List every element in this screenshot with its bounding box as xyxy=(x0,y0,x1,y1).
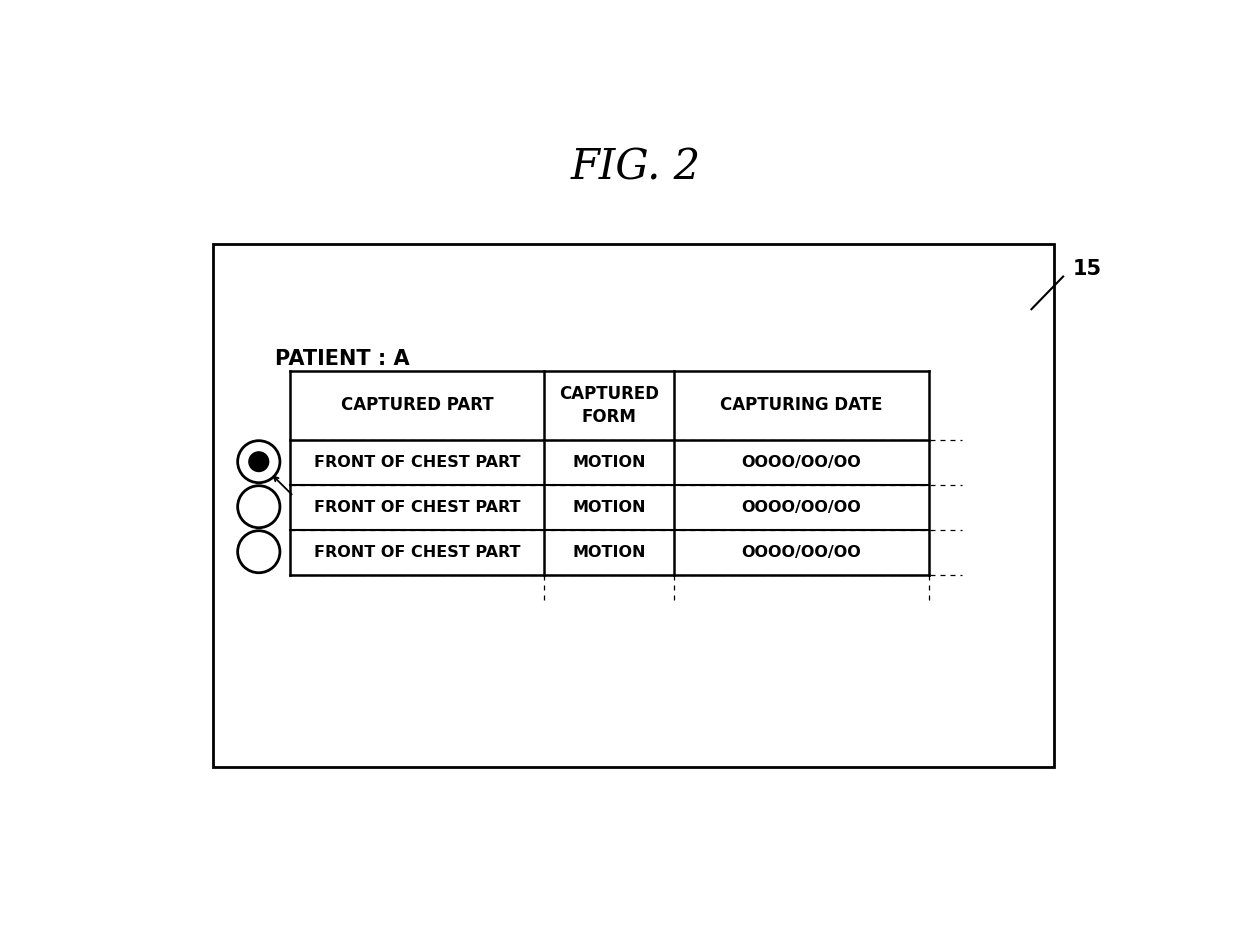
Ellipse shape xyxy=(238,531,280,572)
Text: OOOO/OO/OO: OOOO/OO/OO xyxy=(742,545,861,560)
Text: MOTION: MOTION xyxy=(573,500,646,515)
Text: FIG. 2: FIG. 2 xyxy=(570,146,701,189)
Text: 15: 15 xyxy=(1073,259,1102,279)
Bar xyxy=(213,244,1054,767)
Text: FRONT OF CHEST PART: FRONT OF CHEST PART xyxy=(314,455,520,470)
Text: MOTION: MOTION xyxy=(573,455,646,470)
Text: OOOO/OO/OO: OOOO/OO/OO xyxy=(742,500,861,515)
Text: MOTION: MOTION xyxy=(573,545,646,560)
Ellipse shape xyxy=(238,486,280,528)
Text: FRONT OF CHEST PART: FRONT OF CHEST PART xyxy=(314,545,520,560)
Text: CAPTURING DATE: CAPTURING DATE xyxy=(720,396,883,414)
Text: CAPTURED PART: CAPTURED PART xyxy=(341,396,494,414)
Text: OOOO/OO/OO: OOOO/OO/OO xyxy=(742,455,861,470)
Text: PATIENT : A: PATIENT : A xyxy=(275,349,409,369)
Text: FRONT OF CHEST PART: FRONT OF CHEST PART xyxy=(314,500,520,515)
Text: CAPTURED
FORM: CAPTURED FORM xyxy=(559,386,660,425)
Ellipse shape xyxy=(248,451,269,472)
Ellipse shape xyxy=(238,440,280,483)
